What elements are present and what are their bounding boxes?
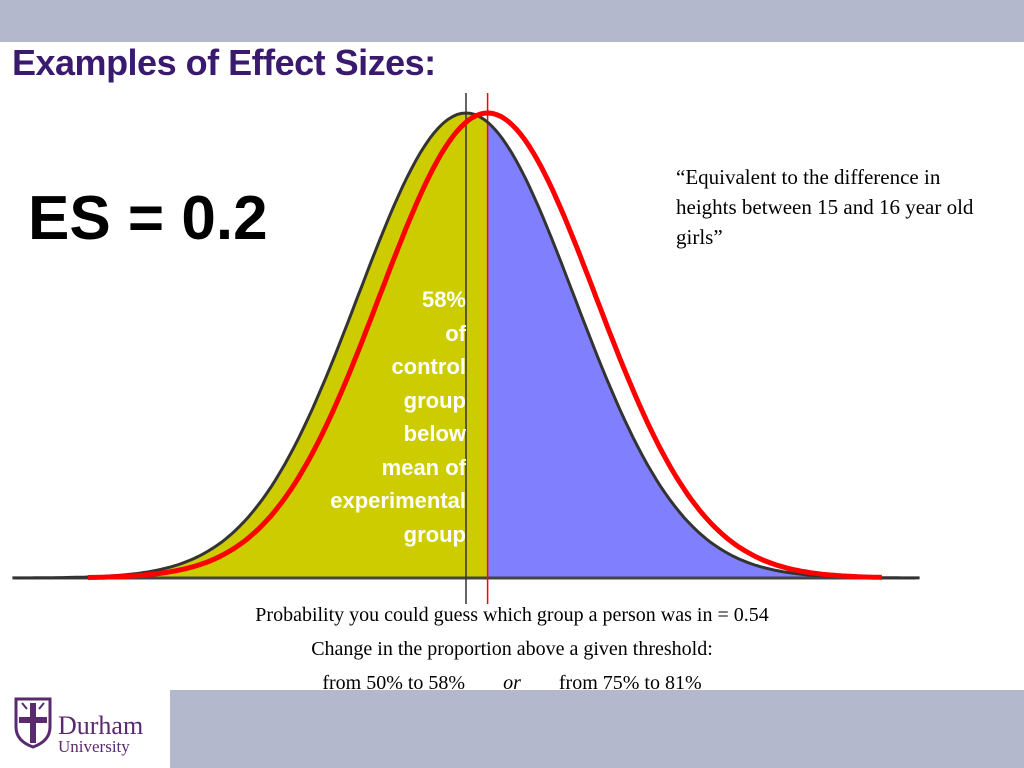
control-above-region [487, 122, 920, 578]
probability-line: Probability you could guess which group … [255, 604, 769, 626]
effect-size-chart [12, 93, 920, 604]
proportion-or: or [503, 672, 521, 694]
shaded-label-line: group [403, 387, 466, 413]
slide-title: Examples of Effect Sizes: [12, 42, 436, 83]
university-subtitle: University [58, 737, 130, 756]
experimental-curve [87, 110, 882, 580]
proportion-right: from 75% to 81% [558, 672, 702, 694]
effect-size-label: ES = 0.2 [28, 184, 268, 253]
shaded-label-line: control [391, 354, 466, 379]
logo-background [0, 690, 170, 768]
height-comparison-quote: “Equivalent to the difference in heights… [676, 165, 974, 249]
university-name: Durham [58, 711, 144, 740]
shaded-label-line: group [403, 521, 466, 547]
control-below-region [12, 113, 488, 578]
shaded-label-line: mean of [381, 454, 466, 480]
proportion-line: from 50% to 58% or from 75% to 81% [0, 666, 1024, 700]
proportion-left: from 50% to 58% [322, 672, 466, 694]
durham-crest-icon [14, 697, 52, 749]
shaded-label-line: experimental [330, 488, 466, 513]
shaded-label-line: below [403, 421, 466, 446]
footer-statistics: Probability you could guess which group … [0, 598, 1024, 700]
shaded-label-line: 58% [421, 287, 466, 312]
bottom-band [0, 690, 1024, 768]
control-curve [12, 111, 920, 580]
shaded-label-line: of [445, 320, 466, 346]
threshold-line: Change in the proportion above a given t… [311, 638, 713, 660]
shaded-region-label: 58% of control group below mean of exper… [270, 283, 466, 551]
top-band [0, 0, 1024, 42]
